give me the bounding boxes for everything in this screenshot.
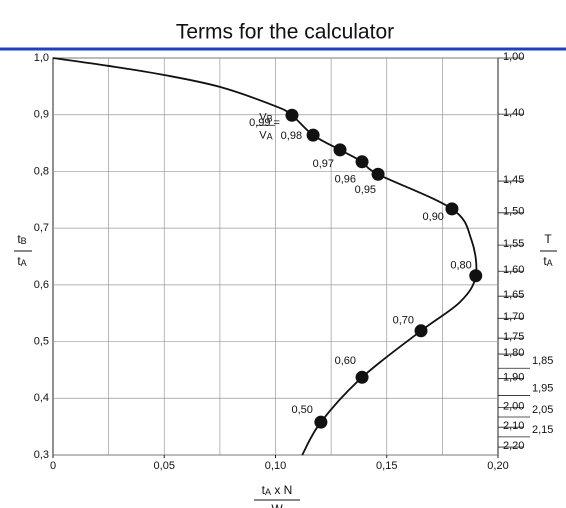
point-label: 0,50	[291, 404, 312, 416]
y2-tick-label: 1,70	[503, 311, 524, 323]
annotation-den-main: V	[259, 129, 267, 141]
y-tick-label: 0,4	[34, 392, 49, 404]
y2-tick-label: 1,85	[532, 355, 553, 367]
y2-tick-label: 1,55	[503, 238, 524, 250]
y2-label-num: T	[544, 232, 552, 246]
point-label: 0,80	[450, 260, 471, 272]
point-label: 0,70	[393, 315, 414, 327]
y-label-den: tA	[17, 254, 26, 268]
y-label-num: tB	[17, 232, 26, 246]
y2-tick-label: 1,90	[503, 371, 524, 383]
annotation-num-main: V	[259, 111, 267, 123]
point	[414, 324, 428, 338]
point-label: 0,95	[355, 184, 376, 196]
annotation-num-sub: B	[267, 114, 273, 124]
y2-tick-label: 2,20	[503, 440, 524, 452]
point-label: 0,99 =	[249, 117, 280, 129]
y2-label-den: tA	[543, 254, 552, 268]
y2-tick-label: 1,40	[503, 107, 524, 119]
chart-title: Terms for the calculator	[176, 21, 394, 44]
x-label-den: W	[271, 502, 283, 508]
annotation-den-sub: A	[267, 132, 273, 142]
y2-tick-label: 1,95	[532, 382, 553, 394]
x-tick-label: 0,05	[154, 460, 175, 472]
point	[445, 202, 459, 216]
y2-tick-label: 2,10	[503, 420, 524, 432]
x-tick-label: 0,10	[265, 460, 286, 472]
y2-tick-label: 1,65	[503, 289, 524, 301]
point-label: 0,97	[313, 158, 334, 170]
y2-tick-label: 1,00	[503, 51, 524, 63]
y-tick-label: 0,5	[34, 335, 49, 347]
curve	[52, 57, 478, 456]
y-tick-label: 1,0	[34, 52, 49, 64]
y-tick-label: 0,7	[34, 222, 49, 234]
point	[371, 167, 385, 181]
x-label-num: tA x N	[262, 483, 293, 497]
y2-tick-label: 1,75	[503, 331, 524, 343]
point-label: 0,98	[281, 130, 302, 142]
x-tick-label: 0,20	[487, 460, 508, 472]
y-tick-label: 0,9	[34, 109, 49, 121]
y2-tick-label: 1,80	[503, 347, 524, 359]
point	[355, 370, 369, 384]
point	[285, 108, 299, 122]
y2-tick-label: 2,00	[503, 400, 524, 412]
annotation-num: VB	[259, 111, 272, 123]
y-tick-label: 0,6	[34, 279, 49, 291]
x-tick-label: 0	[50, 460, 56, 472]
y-tick-label: 0,3	[34, 449, 49, 461]
y2-tick-label: 1,60	[503, 264, 524, 276]
point-label: 0,60	[335, 355, 356, 367]
x-tick-label: 0,15	[376, 460, 397, 472]
point-label: 0,90	[423, 211, 444, 223]
point	[314, 415, 328, 429]
y2-tick-label: 2,05	[532, 404, 553, 416]
y-tick-label: 0,8	[34, 165, 49, 177]
point	[355, 155, 369, 169]
y2-tick-label: 1,45	[503, 174, 524, 186]
annotation-den: VA	[259, 129, 272, 141]
point	[333, 143, 347, 157]
point	[306, 128, 320, 142]
y2-tick-label: 1,50	[503, 206, 524, 218]
y2-tick-label: 2,15	[532, 424, 553, 436]
point	[469, 269, 483, 283]
point-label: 0,96	[335, 174, 356, 186]
